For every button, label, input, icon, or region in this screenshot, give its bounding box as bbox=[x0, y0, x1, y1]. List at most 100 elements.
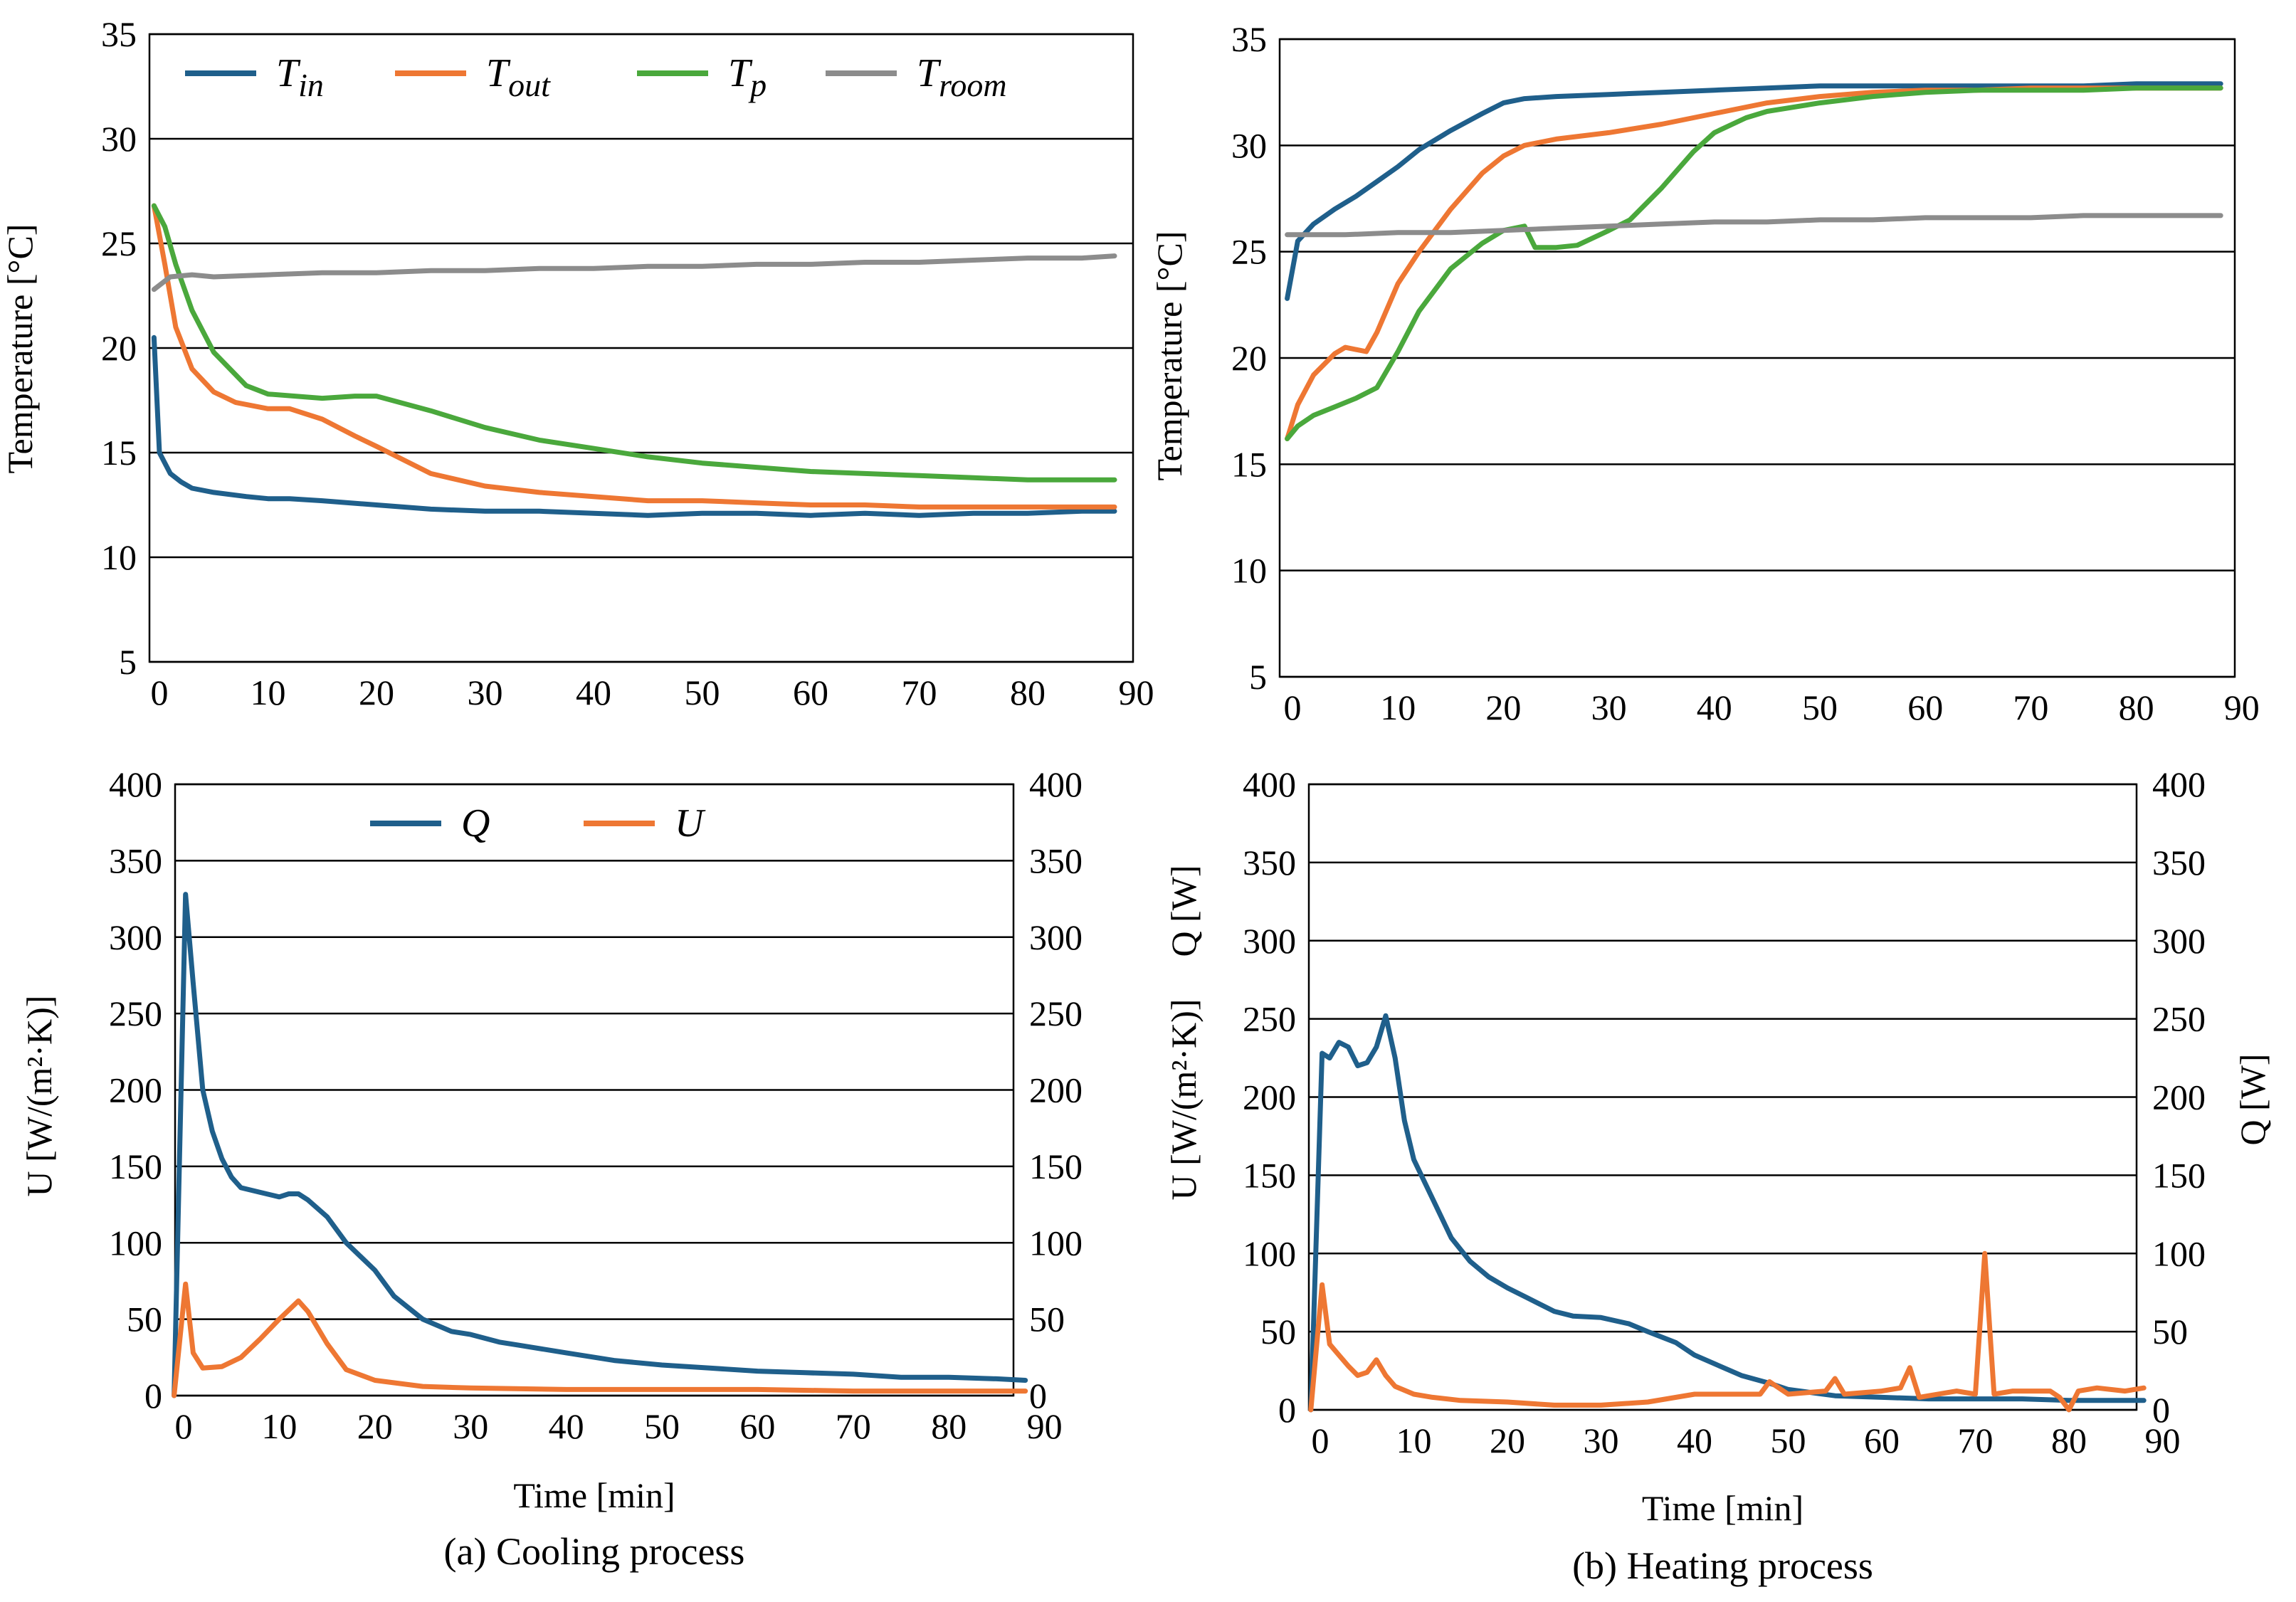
x-tick-label: 60 bbox=[1907, 687, 1943, 727]
legend-label-U: U bbox=[675, 801, 706, 845]
x-tick-label: 10 bbox=[251, 673, 286, 712]
series-line-Q bbox=[1308, 1013, 2147, 1413]
y-tick-label: 300 bbox=[109, 917, 162, 957]
y-tick-label: 25 bbox=[101, 223, 137, 263]
x-tick-label: 50 bbox=[1771, 1421, 1806, 1460]
x-tick-label: 0 bbox=[1312, 1421, 1329, 1460]
x-tick-label: 60 bbox=[1864, 1421, 1900, 1460]
chart-cool-temp: 5 10 15 20 25 30 35 0 10 20 30 40 50 60 70 80 90 Temperat… bbox=[0, 14, 1154, 712]
series-line-Tp bbox=[1285, 85, 2223, 441]
y-axis-title: U [W/(m²·K)] bbox=[19, 996, 59, 1197]
y-right-tick-label: 150 bbox=[2152, 1155, 2206, 1195]
x-tick-label: 30 bbox=[453, 1406, 488, 1446]
x-tick-label: 50 bbox=[685, 673, 720, 712]
x-tick-label: 70 bbox=[902, 673, 937, 712]
series-line-Troom bbox=[1285, 213, 2223, 238]
y-right-tick-label: 250 bbox=[2152, 999, 2206, 1039]
legend-label-Tp: Tp bbox=[728, 51, 767, 103]
x-tick-label: 40 bbox=[1697, 687, 1732, 727]
y-tick-label: 350 bbox=[109, 840, 162, 880]
series-line-Tin bbox=[151, 334, 1117, 518]
x-tick-label: 40 bbox=[576, 673, 611, 712]
y-tick-label: 150 bbox=[109, 1147, 162, 1186]
y-tick-label: 35 bbox=[101, 14, 137, 54]
plot-frame bbox=[174, 783, 1015, 1397]
y-tick-label: 300 bbox=[1243, 921, 1296, 961]
series-line-Troom bbox=[151, 253, 1117, 293]
y-right-tick-label: 200 bbox=[2152, 1077, 2206, 1117]
y-axis-title: U [W/(m²·K)] bbox=[1164, 999, 1204, 1201]
x-tick-label: 10 bbox=[1396, 1421, 1432, 1460]
y-tick-label: 5 bbox=[1249, 657, 1267, 697]
y-axis-title: Temperature [°C] bbox=[0, 223, 40, 473]
x-tick-label: 50 bbox=[644, 1406, 680, 1446]
plot-frame bbox=[148, 33, 1134, 663]
y-right-tick-label: 400 bbox=[2152, 764, 2206, 804]
y-right-tick-label: 350 bbox=[2152, 843, 2206, 882]
y-right-tick-label: 0 bbox=[1029, 1376, 1047, 1416]
y-tick-label: 25 bbox=[1231, 232, 1267, 272]
y-right-tick-label: 0 bbox=[2152, 1390, 2170, 1430]
y-tick-label: 50 bbox=[1260, 1312, 1296, 1351]
y-right-axis-title: Q [W] bbox=[2233, 1053, 2273, 1145]
y-tick-label: 100 bbox=[1243, 1233, 1296, 1273]
x-tick-label: 70 bbox=[1958, 1421, 1994, 1460]
x-tick-label: 20 bbox=[1490, 1421, 1525, 1460]
x-tick-label: 50 bbox=[1802, 687, 1838, 727]
y-tick-label: 200 bbox=[109, 1070, 162, 1110]
x-tick-label: 80 bbox=[1010, 673, 1046, 712]
x-tick-label: 0 bbox=[1284, 687, 1302, 727]
x-tick-label: 70 bbox=[836, 1406, 871, 1446]
series-line-Q bbox=[172, 892, 1028, 1398]
y-right-tick-label: 150 bbox=[1029, 1147, 1083, 1186]
x-tick-label: 90 bbox=[2224, 687, 2260, 727]
y-right-tick-label: 100 bbox=[2152, 1233, 2206, 1273]
x-axis-title: Time [min] bbox=[513, 1475, 675, 1515]
x-tick-label: 60 bbox=[793, 673, 828, 712]
y-tick-label: 5 bbox=[119, 642, 137, 682]
panel-caption: (a) Cooling process bbox=[444, 1530, 745, 1573]
series-line-Tp bbox=[151, 203, 1117, 483]
series-line-Tout bbox=[1285, 85, 2223, 441]
x-tick-label: 10 bbox=[1380, 687, 1416, 727]
y-tick-label: 250 bbox=[1243, 999, 1296, 1039]
y-tick-label: 15 bbox=[101, 433, 137, 473]
y-right-tick-label: 50 bbox=[2152, 1312, 2188, 1351]
y-right-tick-label: 100 bbox=[1029, 1223, 1083, 1263]
x-tick-label: 90 bbox=[1027, 1406, 1063, 1446]
x-tick-label: 70 bbox=[2013, 687, 2048, 727]
y-tick-label: 0 bbox=[144, 1376, 162, 1416]
x-axis-title: Time [min] bbox=[1642, 1488, 1803, 1528]
chart-cool-qu: 0501001502002503003504000501001502002503… bbox=[19, 764, 1083, 1573]
y-tick-label: 400 bbox=[109, 764, 162, 804]
y-tick-label: 200 bbox=[1243, 1077, 1296, 1117]
y-tick-label: 30 bbox=[101, 119, 137, 159]
x-tick-label: 30 bbox=[468, 673, 503, 712]
legend-label-Tout: Tout bbox=[486, 51, 551, 103]
y-right-tick-label: 350 bbox=[1029, 840, 1083, 880]
y-tick-label: 50 bbox=[127, 1300, 162, 1339]
y-tick-label: 15 bbox=[1231, 444, 1267, 484]
y-tick-label: 0 bbox=[1278, 1390, 1296, 1430]
y-tick-label: 350 bbox=[1243, 843, 1296, 882]
x-tick-label: 20 bbox=[1485, 687, 1521, 727]
y-right-tick-label: 400 bbox=[1029, 764, 1083, 804]
y-right-tick-label: 300 bbox=[1029, 917, 1083, 957]
y-right-tick-label: 300 bbox=[2152, 921, 2206, 961]
y-axis-title-2: Q [W] bbox=[1164, 865, 1204, 957]
y-right-tick-label: 50 bbox=[1029, 1300, 1065, 1339]
series-line-U bbox=[172, 1281, 1028, 1398]
plot-frame bbox=[1278, 38, 2236, 678]
y-tick-label: 100 bbox=[109, 1223, 162, 1263]
y-tick-label: 35 bbox=[1231, 19, 1267, 59]
x-tick-label: 80 bbox=[2119, 687, 2154, 727]
x-tick-label: 80 bbox=[2051, 1421, 2087, 1460]
plot-frame bbox=[1307, 783, 2138, 1411]
x-tick-label: 0 bbox=[151, 673, 169, 712]
x-tick-label: 0 bbox=[175, 1406, 193, 1446]
y-tick-label: 400 bbox=[1243, 764, 1296, 804]
y-tick-label: 20 bbox=[101, 328, 137, 368]
y-tick-label: 10 bbox=[1231, 551, 1267, 591]
